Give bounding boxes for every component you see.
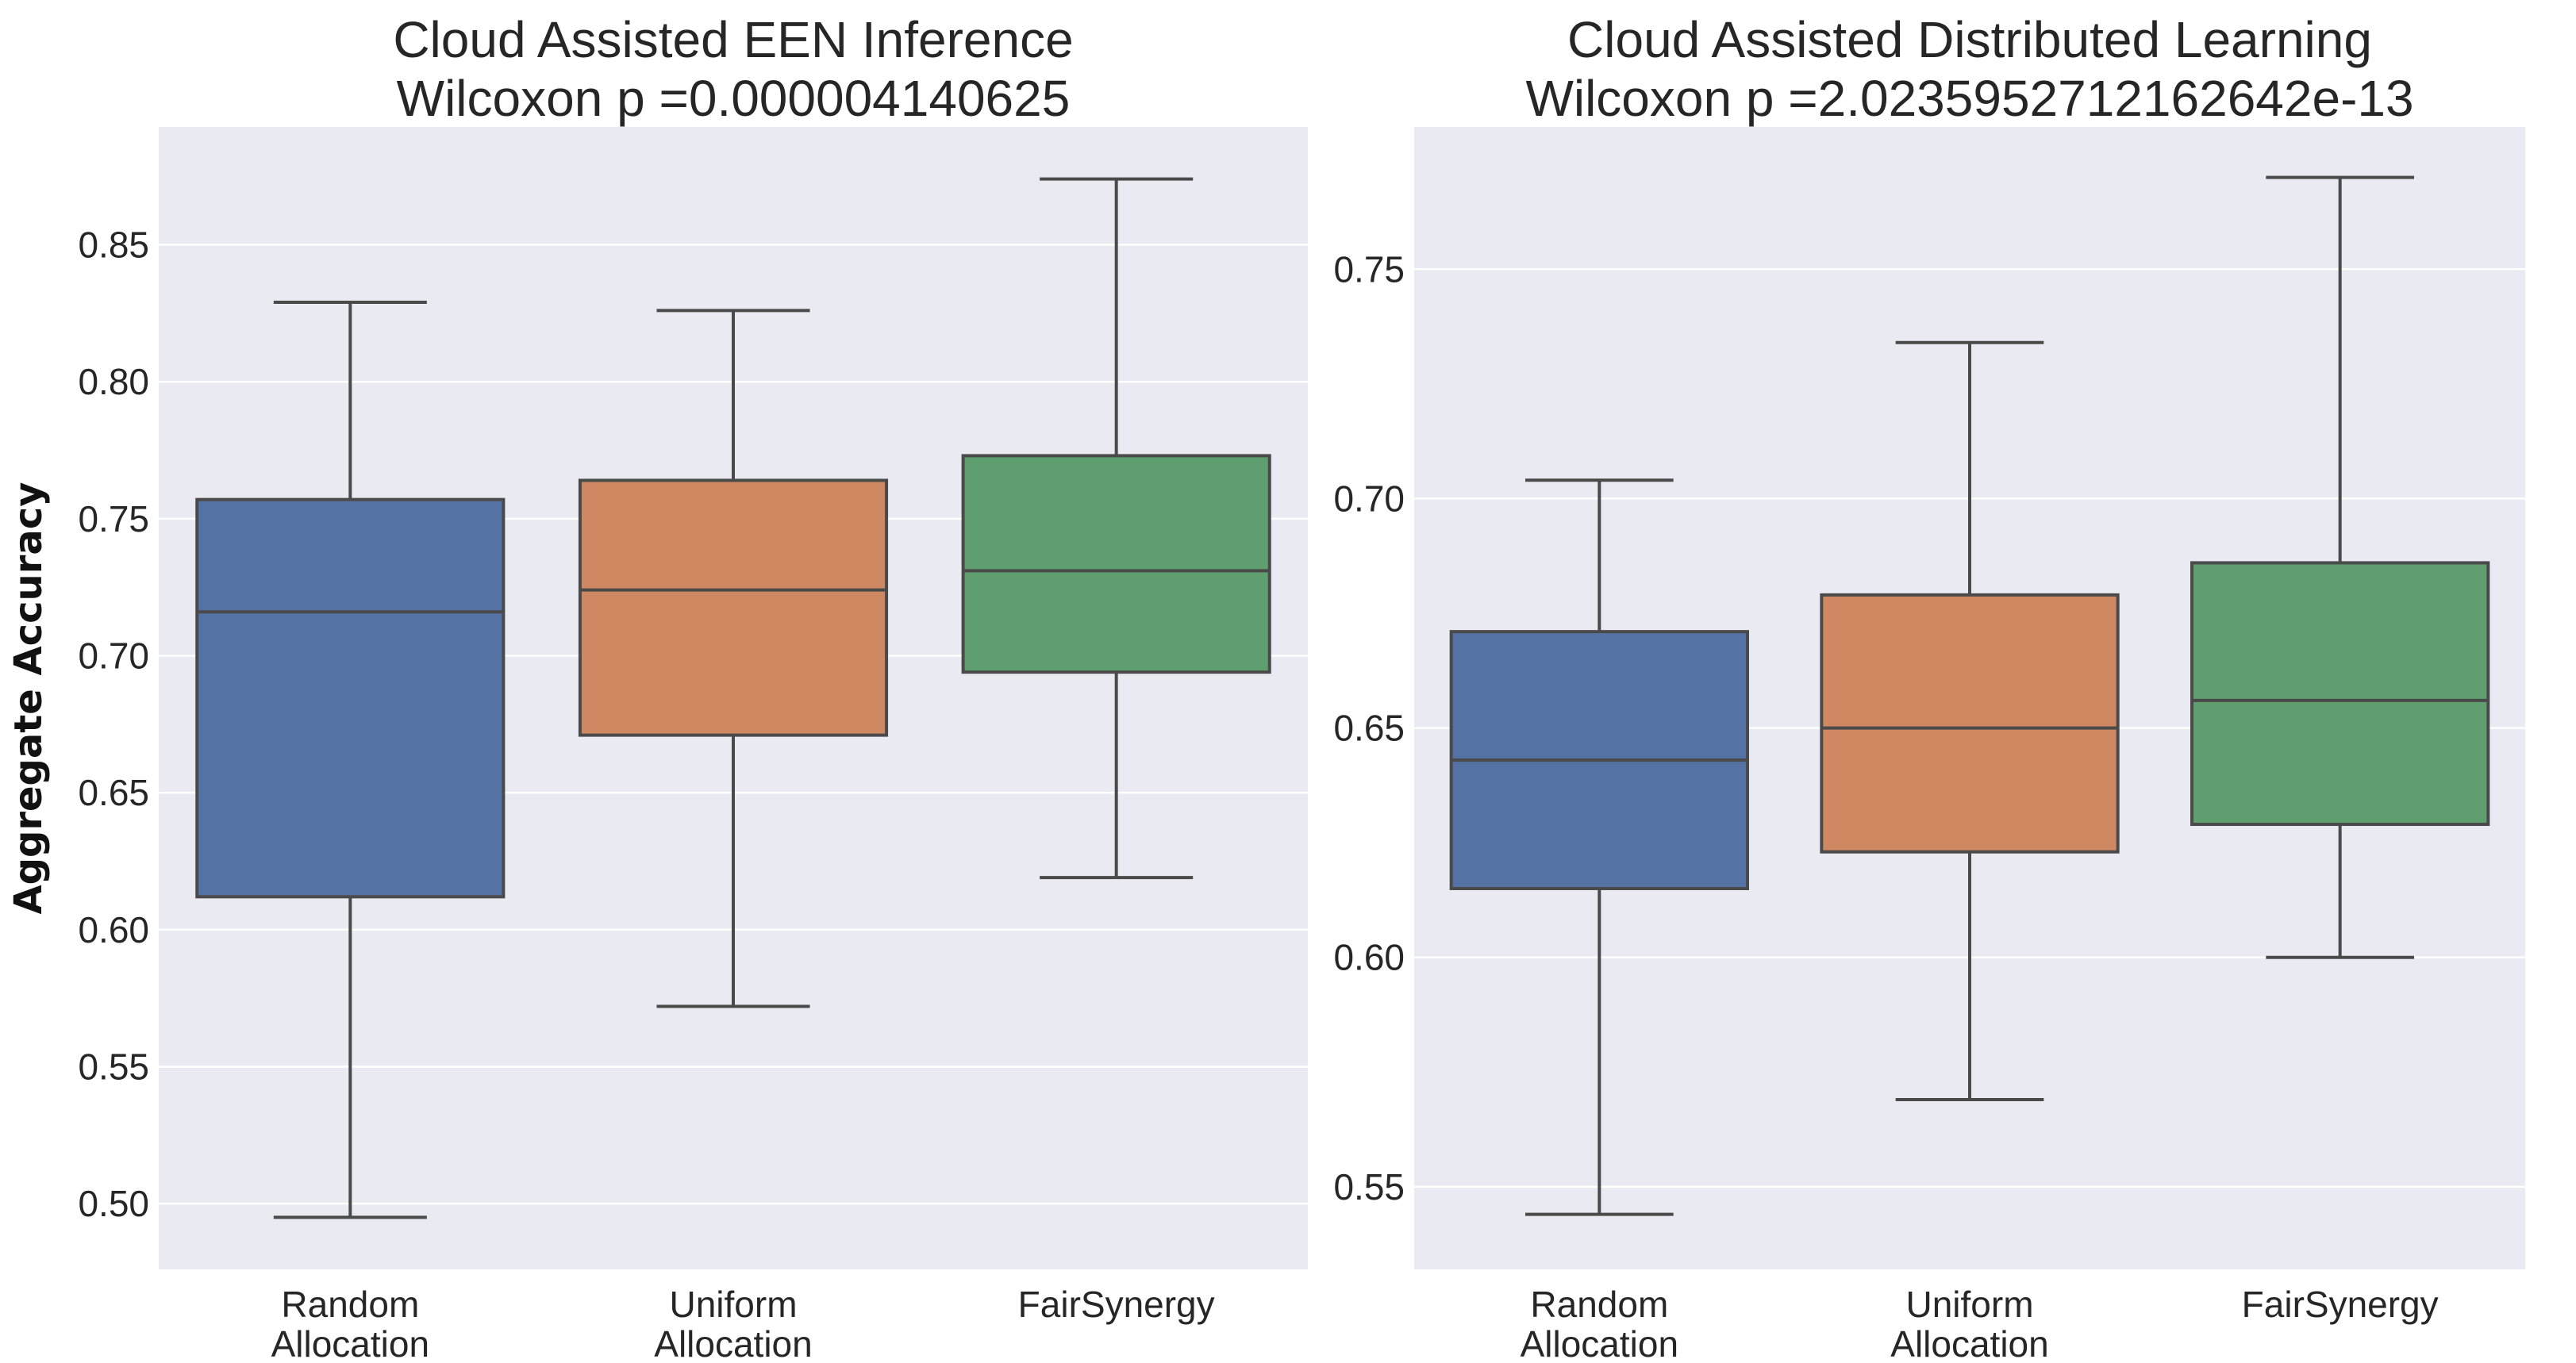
x-tick-label: Allocation <box>1890 1323 2048 1363</box>
box-2 <box>578 309 889 1008</box>
y-tick-label: 0.60 <box>1333 937 1405 978</box>
chart-title-line2: Wilcoxon p =2.0235952712162642e-13 <box>1525 70 2413 127</box>
chart-panel-een-inference: 0.500.550.600.650.700.750.800.85 RandomA… <box>6 11 1308 1363</box>
y-tick-labels: 0.55 0.60 0.65 0.70 0.75 <box>1333 248 1405 1208</box>
y-tick-label: 0.50 <box>78 1183 149 1224</box>
y-tick-label: 0.55 <box>78 1046 149 1087</box>
chart-panel-distributed-learning: 0.550.600.650.700.75 RandomAllocationUni… <box>1333 11 2525 1363</box>
box-body <box>195 497 506 899</box>
x-tick-label: FairSynergy <box>2242 1284 2439 1325</box>
y-tick-label: 0.85 <box>78 224 149 265</box>
y-tick-label: 0.70 <box>1333 478 1405 519</box>
x-tick-labels: RandomAllocationUniformAllocationFairSyn… <box>1521 1284 2439 1363</box>
y-tick-label: 0.55 <box>1333 1166 1405 1208</box>
y-tick-label: 0.75 <box>1333 248 1405 290</box>
x-tick-label: Random <box>281 1284 419 1325</box>
y-tick-label: 0.65 <box>1333 708 1405 749</box>
chart-title-line1: Cloud Assisted Distributed Learning <box>1567 11 2372 68</box>
box-body <box>578 478 889 737</box>
box-body <box>1820 593 2120 854</box>
y-tick-label: 0.80 <box>78 361 149 402</box>
x-tick-label: Random <box>1530 1284 1668 1325</box>
y-tick-label: 0.75 <box>78 498 149 539</box>
y-tick-label: 0.60 <box>78 909 149 950</box>
x-tick-label: Uniform <box>1905 1284 2033 1325</box>
box-1 <box>195 301 506 1219</box>
chart-title-line1: Cloud Assisted EEN Inference <box>393 11 1073 68</box>
x-tick-label: Allocation <box>271 1323 429 1363</box>
box-body <box>961 454 1271 674</box>
y-tick-label: 0.70 <box>78 635 149 676</box>
y-axis-label: Aggregate Accuracy <box>6 482 51 914</box>
box-3 <box>961 177 1271 880</box>
box-series <box>195 177 1271 1219</box>
chart-title-line2: Wilcoxon p =0.000004140625 <box>397 70 1071 127</box>
x-tick-label: Allocation <box>1521 1323 1678 1363</box>
box-3 <box>2190 175 2490 959</box>
box-1 <box>1449 478 1749 1216</box>
box-series <box>1449 175 2490 1216</box>
y-tick-label: 0.65 <box>78 772 149 813</box>
x-tick-label: FairSynergy <box>1018 1284 1215 1325</box>
x-tick-labels: RandomAllocationUniformAllocationFairSyn… <box>271 1284 1215 1363</box>
x-tick-label: Uniform <box>669 1284 797 1325</box>
x-tick-label: Allocation <box>654 1323 812 1363</box>
box-body <box>2190 561 2490 827</box>
y-tick-labels: 0.50 0.55 0.60 0.65 0.70 0.75 0.80 0.85 <box>78 224 149 1224</box>
box-2 <box>1820 340 2120 1102</box>
